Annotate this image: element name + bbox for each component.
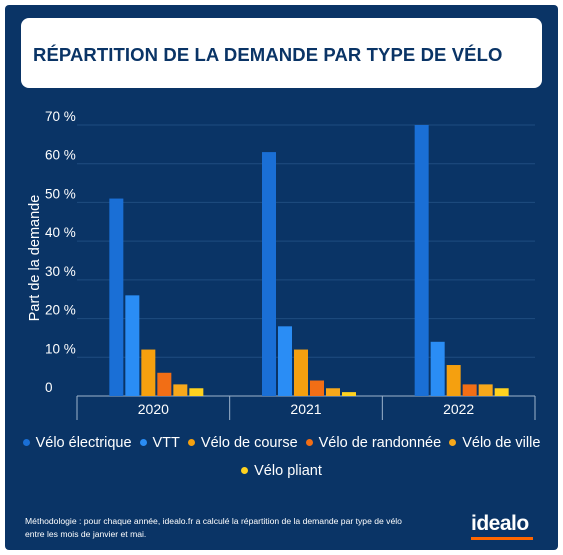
legend-item: Vélo de course [187,429,298,457]
y-tick-label: 0 [45,380,53,395]
bar [189,388,204,396]
y-tick-label: 70 % [45,109,76,124]
legend-label: Vélo de course [200,435,298,451]
legend-swatch [187,438,195,446]
bar [141,349,156,396]
bar [446,365,461,396]
y-tick-label: 60 % [45,148,76,163]
bar [310,380,324,396]
legend-label: VTT [152,435,180,451]
bar [278,326,292,396]
bar [157,372,172,396]
infographic-card: RÉPARTITION DE LA DEMANDE PAR TYPE DE VÉ… [5,5,558,550]
legend-swatch [241,466,249,474]
bar [342,392,356,396]
legend-swatch [139,438,147,446]
title-box: RÉPARTITION DE LA DEMANDE PAR TYPE DE VÉ… [21,18,542,88]
footnote-line-2: entre les mois de janvier et mai. [25,529,147,539]
bar [494,388,509,396]
bar [326,388,340,396]
bar [478,384,493,396]
logo-text: idealo [471,512,529,535]
legend-label: Vélo électrique [35,435,132,451]
logo-underline [471,537,533,540]
x-tick-label: 2020 [138,401,169,417]
legend-item: Vélo de randonnée [305,429,442,457]
y-tick-label: 10 % [45,341,76,356]
legend-item: Vélo de ville [449,429,540,457]
bar [294,349,308,396]
legend-item: VTT [139,429,180,457]
bar [125,295,140,396]
x-tick-label: 2022 [443,401,474,417]
legend-swatch [22,438,30,446]
legend-item: Vélo électrique [22,429,132,457]
legend-item: Vélo pliant [241,457,322,485]
legend-label: Vélo de ville [462,435,541,451]
x-tick-label: 2021 [290,401,321,417]
bar [414,125,429,396]
bar [109,198,124,396]
chart-title: RÉPARTITION DE LA DEMANDE PAR TYPE DE VÉ… [33,44,503,65]
bar [173,384,188,396]
bar [430,341,445,396]
y-tick-label: 30 % [45,264,76,279]
methodology-footnote: Méthodologie : pour chaque année, idealo… [25,515,445,541]
y-axis-label: Part de la demande [27,195,43,322]
bar-chart: 0 10 % 20 % 30 % 40 % 50 % 60 % 70 % 2020 2021 202… [27,109,536,420]
chart-legend: Vélo électrique VTT Vélo de course Vélo de … [5,429,558,485]
bar [262,152,276,396]
legend-swatch [305,438,313,446]
y-tick-label: 40 % [45,225,76,240]
legend-label: Vélo de randonnée [318,435,442,451]
footnote-line-1: Méthodologie : pour chaque année, idealo… [25,516,402,526]
bar [462,384,477,396]
idealo-logo: idealo [471,513,535,540]
y-tick-label: 50 % [45,186,76,201]
y-tick-label: 20 % [45,303,76,318]
legend-swatch [449,438,457,446]
legend-label: Vélo pliant [254,463,322,479]
